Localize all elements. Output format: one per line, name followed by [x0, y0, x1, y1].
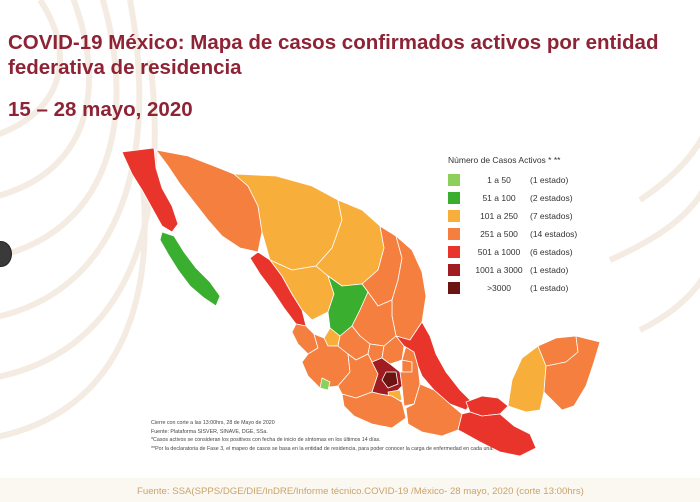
notes-block: Cierre con corte a las 13:00hrs, 28 de M…	[151, 419, 494, 453]
legend-swatch	[448, 192, 460, 204]
legend-swatch	[448, 246, 460, 258]
note-fase3: **Por la declaratoria de Fase 3, el mape…	[151, 445, 494, 452]
legend-swatch	[448, 228, 460, 240]
legend-swatch	[448, 264, 460, 276]
page-title: COVID-19 México: Mapa de casos confirmad…	[8, 31, 659, 79]
legend-item: 51 a 100 (2 estados)	[448, 190, 600, 206]
note-casos-activos: *Casos activos se consideran los positiv…	[151, 437, 381, 443]
note-cierre: Cierre con corte a las 13:00hrs, 28 de M…	[151, 420, 275, 426]
state-campeche	[507, 345, 547, 413]
legend-item: 501 a 1000 (6 estados)	[448, 244, 600, 260]
legend-count: (6 estados)	[530, 247, 573, 257]
mexico-map	[121, 147, 601, 457]
footer-source: Fuente: SSA(SPPS/DGE/DIE/InDRE/Informe t…	[137, 486, 584, 497]
legend-range: >3000	[487, 283, 511, 293]
state-baja-california	[121, 147, 179, 233]
legend-item: 251 a 500 (14 estados)	[448, 226, 600, 242]
legend-swatch	[448, 174, 460, 186]
legend-item: 1001 a 3000 (1 estado)	[448, 262, 600, 278]
legend-range: 251 a 500	[480, 229, 518, 239]
legend-range: 101 a 250	[480, 211, 518, 221]
legend-title: Número de Casos Activos * **	[448, 155, 561, 165]
state-baja-california-sur	[159, 231, 221, 307]
legend-range: 1001 a 3000	[475, 265, 523, 275]
legend-count: (2 estados)	[530, 193, 573, 203]
state-guerrero	[341, 391, 407, 429]
map-legend: Número de Casos Activos * ** 1 a 50 (1 es…	[448, 155, 600, 298]
legend-count: (1 estado)	[530, 283, 569, 293]
legend-range: 501 a 1000	[477, 247, 521, 257]
legend-count: (14 estados)	[530, 229, 578, 239]
legend-item: 101 a 250 (7 estados)	[448, 208, 600, 224]
legend-item: >3000 (1 estado)	[448, 280, 600, 296]
legend-count: (1 estado)	[530, 175, 569, 185]
legend-swatch	[448, 282, 460, 294]
note-fuente: Fuente: Plataforma SISVER, SINAVE, DGE, …	[151, 428, 268, 435]
state-chiapas	[457, 411, 537, 457]
legend-count: (7 estados)	[530, 211, 573, 221]
legend-range: 51 a 100	[482, 193, 516, 203]
legend-range: 1 a 50	[487, 175, 511, 185]
legend-count: (1 estado)	[530, 265, 569, 275]
state-nayarit	[291, 323, 319, 355]
legend-item: 1 a 50 (1 estado)	[448, 172, 600, 188]
footer-bar	[0, 478, 700, 502]
date-range: 15 – 28 mayo, 2020	[8, 98, 193, 121]
state-quintana-roo	[543, 335, 601, 411]
legend-swatch	[448, 210, 460, 222]
state-colima	[319, 377, 331, 391]
state-ciudad-de-mexico	[381, 371, 399, 389]
